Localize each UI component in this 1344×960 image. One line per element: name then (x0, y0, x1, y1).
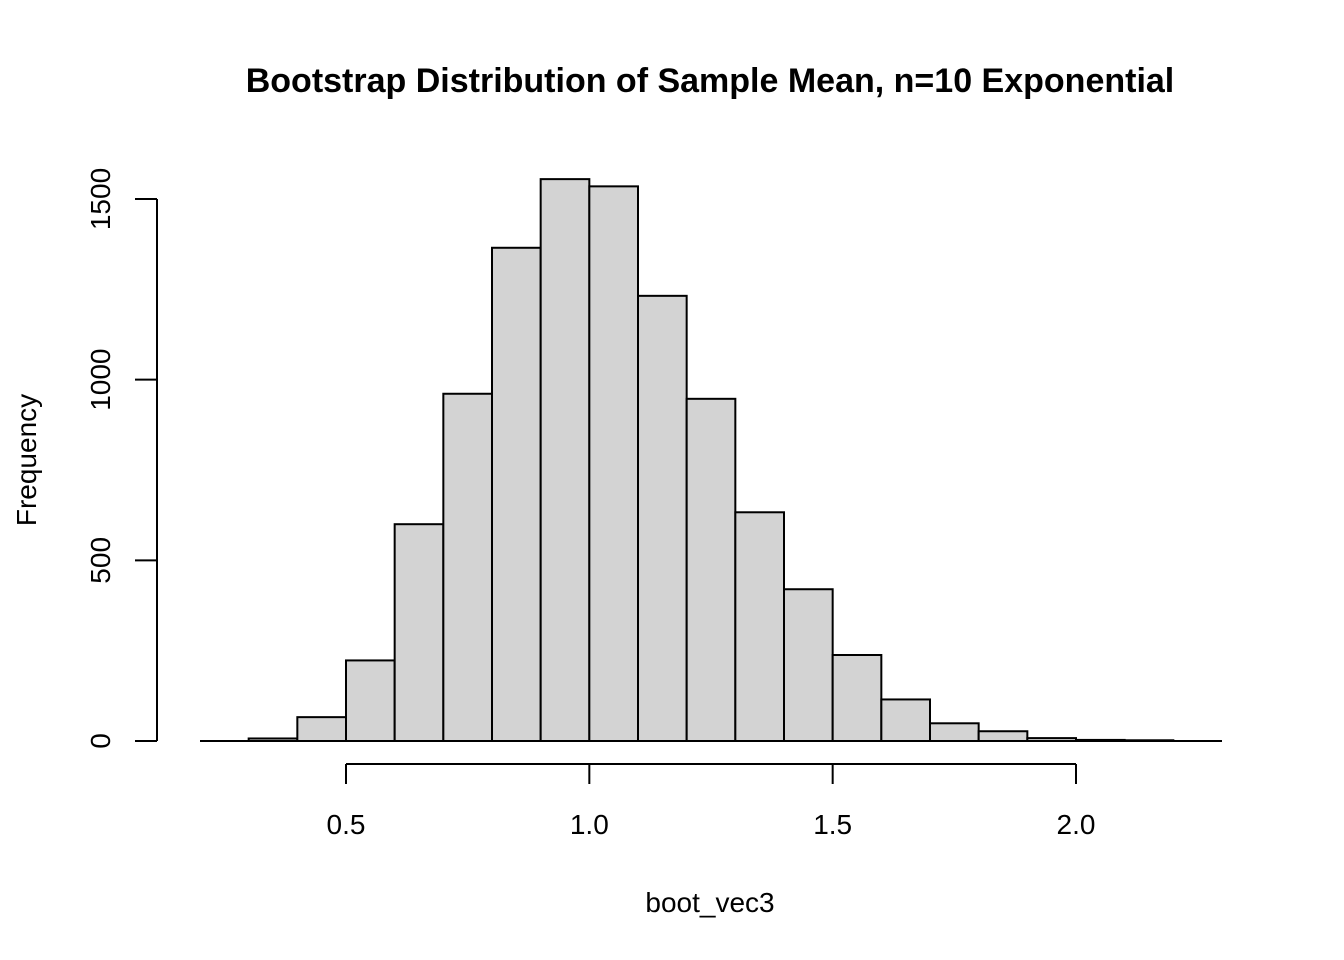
bars-group (247, 178, 1175, 743)
x-axis-label: boot_vec3 (645, 887, 774, 918)
chart-title: Bootstrap Distribution of Sample Mean, n… (246, 62, 1175, 100)
histogram-bar (685, 397, 737, 742)
x-tick-label: 2.0 (1057, 809, 1096, 840)
histogram-bar (734, 511, 785, 742)
histogram-bar (442, 392, 494, 742)
histogram-bar (296, 716, 348, 742)
x-tick-label: 1.5 (813, 809, 852, 840)
histogram-bar (783, 588, 834, 742)
y-axis-label: Frequency (11, 394, 42, 526)
y-tick-label: 0 (85, 733, 116, 749)
y-tick-label: 1500 (85, 168, 116, 230)
histogram-bar (539, 178, 591, 743)
x-tick-label: 0.5 (327, 809, 366, 840)
histogram-bar (588, 185, 639, 742)
x-axis: 0.5 1.0 1.5 2.0 (327, 763, 1096, 840)
histogram-bar (637, 294, 688, 742)
histogram-bar (393, 523, 445, 743)
histogram-bar (345, 659, 396, 742)
histogram-bar (929, 722, 980, 743)
histogram-bar (977, 730, 1029, 743)
histogram-bar (491, 246, 542, 742)
x-tick-label: 1.0 (570, 809, 609, 840)
histogram-bar (831, 654, 883, 743)
y-axis: 0 500 1000 1500 (85, 168, 158, 749)
histogram-bar (880, 698, 931, 742)
y-tick-label: 1000 (85, 349, 116, 411)
y-tick-label: 500 (85, 537, 116, 584)
